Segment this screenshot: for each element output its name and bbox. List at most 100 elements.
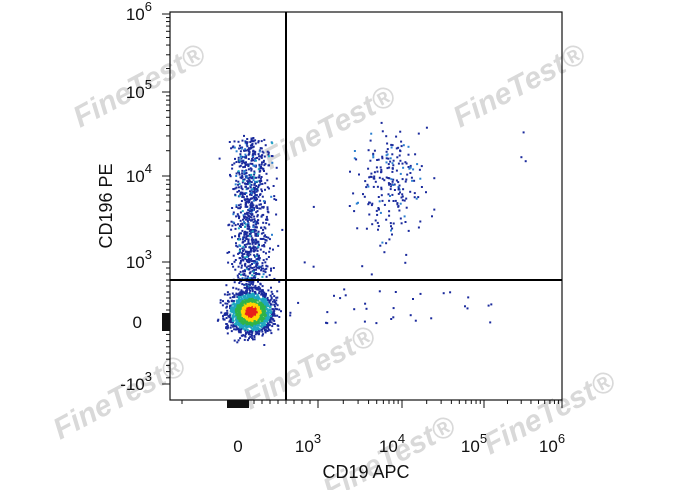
event-dot <box>253 186 256 189</box>
event-dot <box>243 306 246 309</box>
event-dot <box>242 249 244 252</box>
event-dot <box>260 163 263 166</box>
event-dot <box>246 325 249 328</box>
event-dot <box>234 310 237 313</box>
event-dot <box>245 320 248 323</box>
event-dot <box>263 226 266 229</box>
event-dot <box>246 205 249 208</box>
event-dot <box>255 176 258 179</box>
event-dot <box>261 300 264 303</box>
event-dot <box>297 301 300 304</box>
event-dot <box>255 196 257 199</box>
watermark-text: FineTest® <box>258 79 402 176</box>
event-dot <box>270 303 272 306</box>
event-dot <box>391 233 393 236</box>
event-dot <box>235 314 238 316</box>
event-dot <box>392 159 395 162</box>
event-dot <box>262 273 265 276</box>
event-dot <box>251 229 254 232</box>
event-dot <box>237 238 240 240</box>
event-dot <box>244 239 246 242</box>
event-dot <box>273 309 276 312</box>
event-dot <box>367 167 370 170</box>
event-dot <box>261 195 264 198</box>
event-dot <box>268 311 271 314</box>
event-dot <box>326 322 329 325</box>
event-dot <box>380 186 383 189</box>
y-axis: -103 0 103 104 105 106 <box>120 0 170 394</box>
event-dot <box>522 131 525 134</box>
event-dot <box>524 160 527 163</box>
event-dot <box>243 232 246 235</box>
event-dot <box>258 328 261 331</box>
event-dot <box>266 318 269 321</box>
event-dot <box>246 289 249 292</box>
event-dot <box>237 227 240 230</box>
event-dot <box>414 319 417 322</box>
event-dot <box>389 185 392 188</box>
event-dot <box>247 321 250 324</box>
event-dot <box>253 173 256 176</box>
event-dot <box>227 315 230 318</box>
event-dot <box>224 302 227 305</box>
event-dot <box>245 202 247 205</box>
event-dot <box>253 170 256 173</box>
event-dot <box>239 292 242 295</box>
event-dot <box>249 204 252 207</box>
event-dot <box>236 304 239 307</box>
event-dot <box>247 181 249 184</box>
event-dot <box>356 227 359 230</box>
event-dot <box>266 210 269 213</box>
event-dot <box>260 156 263 159</box>
event-dot <box>255 327 258 329</box>
event-dot <box>400 140 403 143</box>
event-dot <box>264 268 267 271</box>
event-dot <box>240 289 243 292</box>
event-dot <box>263 305 266 308</box>
event-dot <box>265 299 267 302</box>
event-dot <box>263 344 266 346</box>
event-dot <box>245 235 248 238</box>
event-dot <box>265 239 268 242</box>
event-dot <box>368 213 371 216</box>
event-dot <box>275 177 278 180</box>
event-dot <box>253 250 256 253</box>
event-dot <box>271 325 274 328</box>
event-dot <box>233 325 236 328</box>
event-dot <box>225 312 227 315</box>
event-dot <box>394 291 397 293</box>
event-dot <box>412 298 414 300</box>
event-dot <box>237 294 240 297</box>
event-dot <box>230 321 232 324</box>
event-dot <box>231 311 234 314</box>
event-dot <box>280 310 282 313</box>
event-dot <box>264 188 266 191</box>
event-dot <box>259 322 262 325</box>
event-dot <box>373 175 376 178</box>
event-dot <box>227 261 230 264</box>
event-dot <box>228 293 231 296</box>
event-dot <box>239 226 242 228</box>
event-dot <box>243 328 246 331</box>
event-dot <box>235 244 238 247</box>
event-dot <box>260 289 263 292</box>
event-dot <box>242 215 245 218</box>
event-dot <box>226 309 229 312</box>
event-dot <box>244 245 247 248</box>
event-dot <box>403 215 406 218</box>
event-dot <box>254 296 256 299</box>
event-dot <box>256 299 259 302</box>
event-dot <box>218 157 221 160</box>
event-dot <box>226 327 229 330</box>
event-dot <box>250 316 253 318</box>
event-dot <box>229 173 231 176</box>
event-dot <box>414 153 417 156</box>
event-dot <box>243 244 246 246</box>
event-dot <box>235 175 238 177</box>
event-dot <box>244 332 247 335</box>
event-dot <box>244 148 247 151</box>
event-dot <box>254 238 257 241</box>
event-dot <box>233 140 236 143</box>
event-dot <box>275 299 278 302</box>
event-dot <box>365 186 368 189</box>
